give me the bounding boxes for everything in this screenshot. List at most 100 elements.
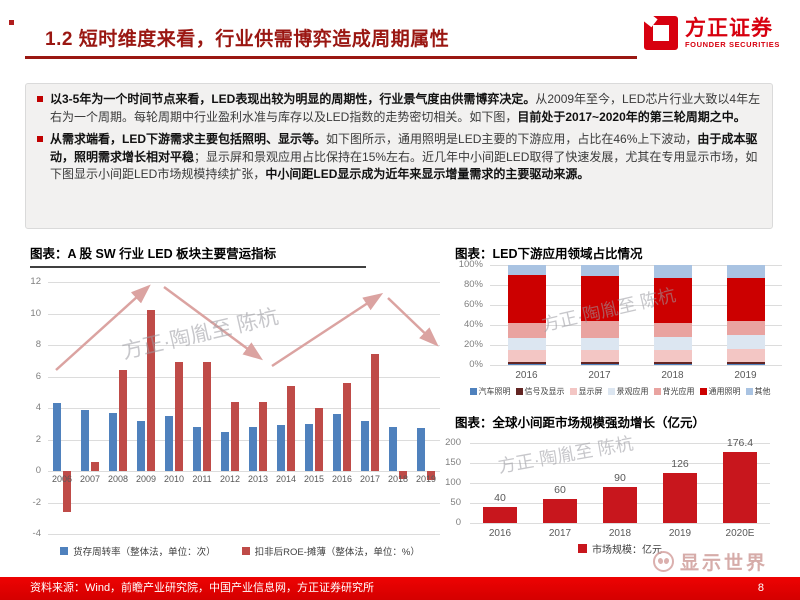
stack-segment xyxy=(726,349,765,362)
x-tick-label: 2018 xyxy=(608,528,632,539)
gridline xyxy=(490,265,782,266)
legend-label: 货存周转率（整体法，单位：次） xyxy=(73,547,216,558)
x-tick-label: 2009 xyxy=(135,474,157,484)
gridline xyxy=(490,325,782,326)
stack-segment xyxy=(653,265,692,278)
data-label: 60 xyxy=(554,484,566,496)
legend-swatch xyxy=(653,388,661,395)
y-tick-label: 100% xyxy=(458,259,483,270)
intro-bullets: 以3-5年为一个时间节点来看，LED表现出较为明显的周期性，行业景气度由供需博弈… xyxy=(37,91,761,184)
bar-market-size xyxy=(723,452,757,523)
bullet-item: 以3-5年为一个时间节点来看，LED表现出较为明显的周期性，行业景气度由供需博弈… xyxy=(37,91,761,126)
bar-roe xyxy=(203,362,211,471)
page-title: 1.2 短时维度来看，行业供需博弈造成周期属性 xyxy=(45,29,450,50)
y-tick-label: 6 xyxy=(35,370,41,382)
y-tick-label: 40% xyxy=(463,319,483,330)
bar-market-size xyxy=(663,472,697,523)
bullet-marker-icon xyxy=(37,96,43,102)
x-tick-label: 2019 xyxy=(415,474,437,484)
bullet-marker-icon xyxy=(37,136,43,142)
bar-turnover xyxy=(221,431,229,471)
legend-label: 汽车照明 xyxy=(478,387,511,396)
legend-item: 景观应用 xyxy=(607,386,649,397)
bar-roe xyxy=(315,408,323,471)
bar-roe xyxy=(371,354,379,471)
x-tick-label: 2018 xyxy=(387,474,409,484)
x-tick-label: 2016 xyxy=(488,528,512,539)
bar-turnover xyxy=(417,428,425,471)
text-segment: 由于成本驱动，照明需求增长相对平稳 xyxy=(50,132,758,164)
data-label: 40 xyxy=(494,492,506,504)
legend-label: 显示屏 xyxy=(578,387,603,396)
x-tick-label: 2019 xyxy=(668,528,692,539)
gridline xyxy=(48,439,440,441)
legend-item: 汽车照明 xyxy=(469,386,511,397)
stack-segment xyxy=(580,321,619,338)
bar-turnover xyxy=(389,426,397,471)
y-tick-label: 12 xyxy=(30,276,41,287)
x-tick-label: 2016 xyxy=(331,474,353,484)
founder-logo-icon xyxy=(640,10,678,50)
bullet-text: 从需求端看，LED下游需求主要包括照明、显示等。如下图所示，通用照明是LED主要… xyxy=(50,132,757,181)
x-tick-label: 2014 xyxy=(275,474,297,484)
chart-title-underline xyxy=(30,266,366,268)
footer-bar: 资料来源：Wind，前瞻产业研究院，中国产业信息网，方正证券研究所 8 xyxy=(0,577,800,600)
stack-segment xyxy=(507,323,546,338)
led-metrics-ylabels: 12 10 8 6 4 2 0 -2 -4 xyxy=(8,276,44,539)
x-tick-label: 2013 xyxy=(247,474,269,484)
led-metrics-plot-area: 2006 2007 2008 2009 2010 2011 2012 2013 2014 2015… xyxy=(48,282,440,535)
legend-label: 扣非后ROE-摊薄（整体法，单位：%） xyxy=(254,547,420,558)
gridline xyxy=(490,365,782,366)
stack-segment xyxy=(580,276,619,321)
x-tick-label: 2008 xyxy=(107,474,129,484)
stack-segment xyxy=(507,275,546,323)
gridline xyxy=(48,313,440,315)
gridline xyxy=(490,285,782,286)
summary-panel: 以3-5年为一个时间节点来看，LED表现出较为明显的周期性，行业景气度由供需博弈… xyxy=(25,83,773,229)
y-tick-label: -4 xyxy=(32,528,41,539)
stack-segment xyxy=(653,337,692,350)
legend-item: 背光应用 xyxy=(653,386,695,397)
bar-roe xyxy=(399,471,407,479)
bar-turnover xyxy=(361,420,369,471)
led-metrics-legend: 货存周转率（整体法，单位：次） 扣非后ROE-摊薄（整体法，单位：%） xyxy=(40,544,440,558)
gridline xyxy=(470,483,770,484)
text-segment: 从需求端看，LED下游需求主要包括照明、显示等。 xyxy=(50,132,327,146)
stack-segment xyxy=(507,362,546,364)
bar-turnover xyxy=(305,423,313,471)
x-tick-label: 2012 xyxy=(219,474,241,484)
legend-swatch xyxy=(569,388,577,395)
legend-label: 背光应用 xyxy=(662,387,695,396)
gridline xyxy=(48,408,440,409)
bar-roe xyxy=(427,471,435,481)
chart-title-small-pitch: 图表：全球小间距市场规模强劲增长（亿元） xyxy=(455,416,706,430)
stack-segment xyxy=(507,350,546,362)
x-tick-label: 2011 xyxy=(192,474,212,484)
legend-swatch xyxy=(515,388,523,395)
bullet-item: 从需求端看，LED下游需求主要包括照明、显示等。如下图所示，通用照明是LED主要… xyxy=(37,131,761,184)
bar-roe xyxy=(147,310,155,471)
stack-segment xyxy=(580,362,619,364)
y-tick-label: 80% xyxy=(463,279,483,290)
stack-segment xyxy=(580,364,619,365)
y-tick-label: 0 xyxy=(35,465,41,476)
data-label: 176.4 xyxy=(726,437,754,450)
stack-segment xyxy=(653,362,692,364)
wechat-brand-name: 显示世界 xyxy=(680,553,769,574)
y-tick-label: 200 xyxy=(445,437,461,448)
bar-roe xyxy=(175,362,183,471)
bar-roe xyxy=(259,401,267,471)
x-tick-label: 2017 xyxy=(359,474,381,484)
x-tick-label: 2006 xyxy=(51,474,73,484)
small-pitch-legend: 市场规模：亿元 xyxy=(470,541,770,556)
y-tick-label: 8 xyxy=(35,339,41,350)
corner-mark xyxy=(9,20,14,25)
bar-turnover xyxy=(137,420,145,471)
legend-label: 通用照明 xyxy=(708,387,741,396)
logo-name: 方正证券 xyxy=(685,16,773,40)
downstream-ylabels: 0% 20% 40% 60% 80% 100% xyxy=(450,259,486,370)
gridline xyxy=(48,282,440,283)
stack-segment xyxy=(653,364,692,365)
x-tick-label: 2007 xyxy=(79,474,101,484)
legend-label: 其他 xyxy=(754,387,771,396)
